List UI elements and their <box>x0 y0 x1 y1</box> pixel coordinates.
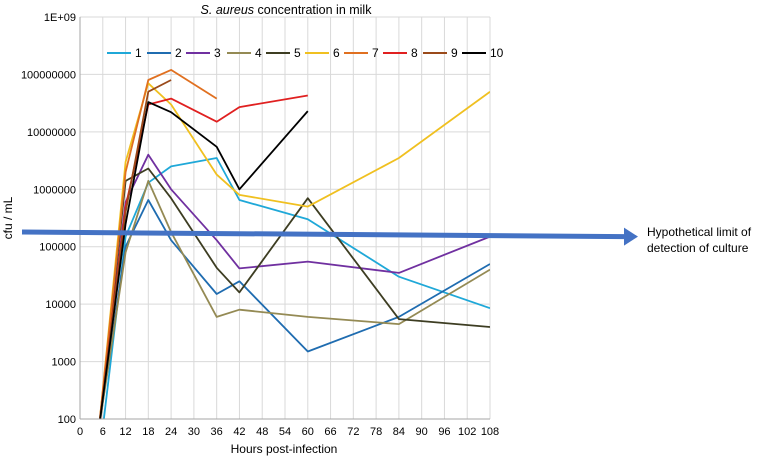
series-line-4 <box>99 179 490 419</box>
legend-label-6: 6 <box>333 46 340 60</box>
series-lines <box>98 69 490 419</box>
legend: 1 2 3 4 5 6 7 8 9 10 <box>107 46 504 60</box>
legend-label-4: 4 <box>255 46 262 60</box>
legend-label-9: 9 <box>451 46 458 60</box>
legend-label-5: 5 <box>294 46 301 60</box>
x-tick-label: 24 <box>165 426 177 438</box>
detection-limit-arrowhead <box>624 227 638 246</box>
y-axis-label: cfu / mL <box>1 196 15 239</box>
legend-label-7: 7 <box>372 46 379 60</box>
x-tick-label: 102 <box>458 426 476 438</box>
legend-label-2: 2 <box>175 46 182 60</box>
chart-title-rest: concentration in milk <box>254 3 372 17</box>
y-tick-label: 10000 <box>45 299 76 311</box>
series-line-7 <box>99 69 218 419</box>
x-tick-label: 0 <box>77 426 83 438</box>
legend-label-1: 1 <box>135 46 142 60</box>
x-tick-label: 90 <box>416 426 428 438</box>
x-axis-label: Hours post-infection <box>231 442 338 456</box>
detection-limit-arrow <box>21 229 625 240</box>
legend-label-3: 3 <box>214 46 221 60</box>
x-tick-label: 78 <box>370 426 382 438</box>
x-tick-label: 60 <box>302 426 314 438</box>
series-line-8 <box>99 94 308 419</box>
chart-title: S. aureus concentration in milk <box>201 3 373 17</box>
legend-label-8: 8 <box>411 46 418 60</box>
grid <box>79 16 491 420</box>
legend-label-10: 10 <box>490 46 504 60</box>
x-tick-label: 12 <box>119 426 131 438</box>
series-line-3 <box>99 153 490 419</box>
x-tick-label: 96 <box>438 426 450 438</box>
x-tick-label: 84 <box>393 426 405 438</box>
x-tick-label: 66 <box>324 426 336 438</box>
x-tick-label: 72 <box>347 426 359 438</box>
x-tick-label: 18 <box>142 426 154 438</box>
y-tick-label: 1000000 <box>33 184 76 196</box>
x-tick-label: 6 <box>100 426 106 438</box>
x-tick-label: 54 <box>279 426 291 438</box>
y-tick-label: 10000000 <box>27 127 76 139</box>
y-tick-label: 100000 <box>39 242 76 254</box>
y-tick-label: 100 <box>58 414 76 426</box>
series-line-6 <box>98 82 490 419</box>
series-line-10 <box>99 101 309 419</box>
chart-title-italic: S. aureus <box>201 3 255 17</box>
x-tick-label: 36 <box>211 426 223 438</box>
y-tick-label: 1E+09 <box>44 12 76 24</box>
y-tick-label: 1000 <box>52 357 76 369</box>
x-tick-label: 48 <box>256 426 268 438</box>
x-tick-label: 42 <box>233 426 245 438</box>
annotation: Hypothetical limit of detection of cultur… <box>21 225 752 255</box>
axes: 100 1000 10000 100000 1000000 10000000 1000000… <box>21 12 499 438</box>
x-tick-label: 30 <box>188 426 200 438</box>
series-line-1 <box>102 157 490 419</box>
y-tick-label: 100000000 <box>21 69 76 81</box>
annotation-text-line: Hypothetical limit of <box>647 225 752 239</box>
x-tick-label: 108 <box>481 426 499 438</box>
annotation-text-line: detection of culture <box>647 241 749 255</box>
